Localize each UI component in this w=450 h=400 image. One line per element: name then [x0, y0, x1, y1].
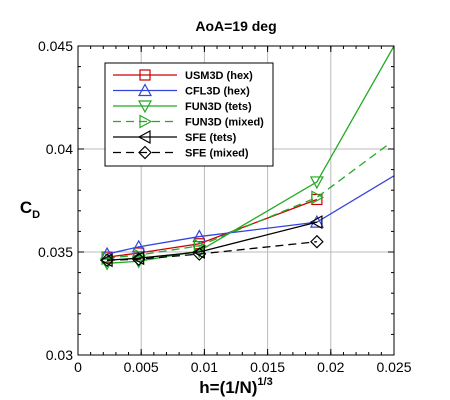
legend-marker: [137, 83, 153, 97]
series-marker: [310, 234, 324, 249]
legend-marker: [137, 129, 151, 145]
legend-marker: [139, 114, 153, 129]
series-marker: [192, 247, 207, 261]
y-axis-label-main: C: [20, 198, 32, 217]
x-tick-label: 0.015: [250, 359, 285, 375]
series-marker: [309, 176, 324, 190]
x-tick-label: 0.005: [124, 359, 159, 375]
legend-label: FUN3D (mixed): [185, 117, 264, 129]
legend-box: [104, 62, 274, 167]
legend-entry: USM3D (hex): [113, 69, 253, 82]
series-marker: [309, 214, 324, 228]
legend-marker: [137, 100, 153, 114]
series-line: [106, 175, 394, 255]
x-tick-label: 0: [74, 359, 82, 375]
legend-label: SFE (mixed): [185, 148, 249, 160]
x-axis-label: h=(1/N)1/3: [199, 376, 272, 397]
legend-entry: FUN3D (mixed): [113, 114, 264, 129]
x-axis-label-main: h=(1/N): [199, 378, 257, 397]
legend-entry: FUN3D (tets): [113, 100, 252, 114]
y-axis-label: CD: [20, 198, 40, 221]
legend-label: SFE (tets): [185, 132, 237, 144]
x-tick-label: 0.01: [191, 359, 218, 375]
legend: USM3D (hex) CFL3D (hex) FUN3D (tets) FUN3D …: [104, 62, 274, 167]
series-marker: [192, 229, 207, 243]
y-axis-label-subscript: D: [32, 209, 40, 221]
series-line: [107, 144, 389, 259]
series-line: [107, 241, 317, 261]
series-cfl3d-hex: [100, 175, 394, 260]
legend-entry: SFE (tets): [113, 129, 237, 145]
ticks: 0 0.005 0.01 0.015 0.02 0.025 0.03 0.035 0.04 0.0…: [38, 38, 412, 375]
legend-label: FUN3D (tets): [185, 101, 252, 113]
plot-frame: [77, 45, 395, 356]
legend-label: CFL3D (hex): [185, 86, 250, 98]
chart-title: AoA=19 deg: [195, 18, 276, 34]
series-marker: [131, 252, 146, 267]
y-tick-label: 0.035: [38, 244, 73, 260]
y-tick-label: 0.03: [46, 347, 73, 363]
x-tick-label: 0.02: [317, 359, 344, 375]
x-tick-label: 0.025: [376, 359, 411, 375]
series-marker: [100, 253, 114, 268]
legend-marker: [139, 69, 151, 81]
series-line: [107, 46, 394, 264]
y-tick-label: 0.04: [46, 141, 73, 157]
legend-marker: [138, 145, 152, 160]
y-tick-label: 0.045: [38, 38, 73, 54]
series-marker: [311, 190, 325, 205]
series-marker: [309, 215, 323, 230]
x-axis-label-superscript: 1/3: [257, 376, 272, 388]
series-sfe-mixed: [100, 234, 324, 268]
legend-entry: CFL3D (hex): [113, 83, 250, 98]
legend-label: USM3D (hex): [185, 70, 253, 82]
legend-entry: SFE (mixed): [113, 145, 249, 160]
series-layer: [99, 46, 394, 271]
